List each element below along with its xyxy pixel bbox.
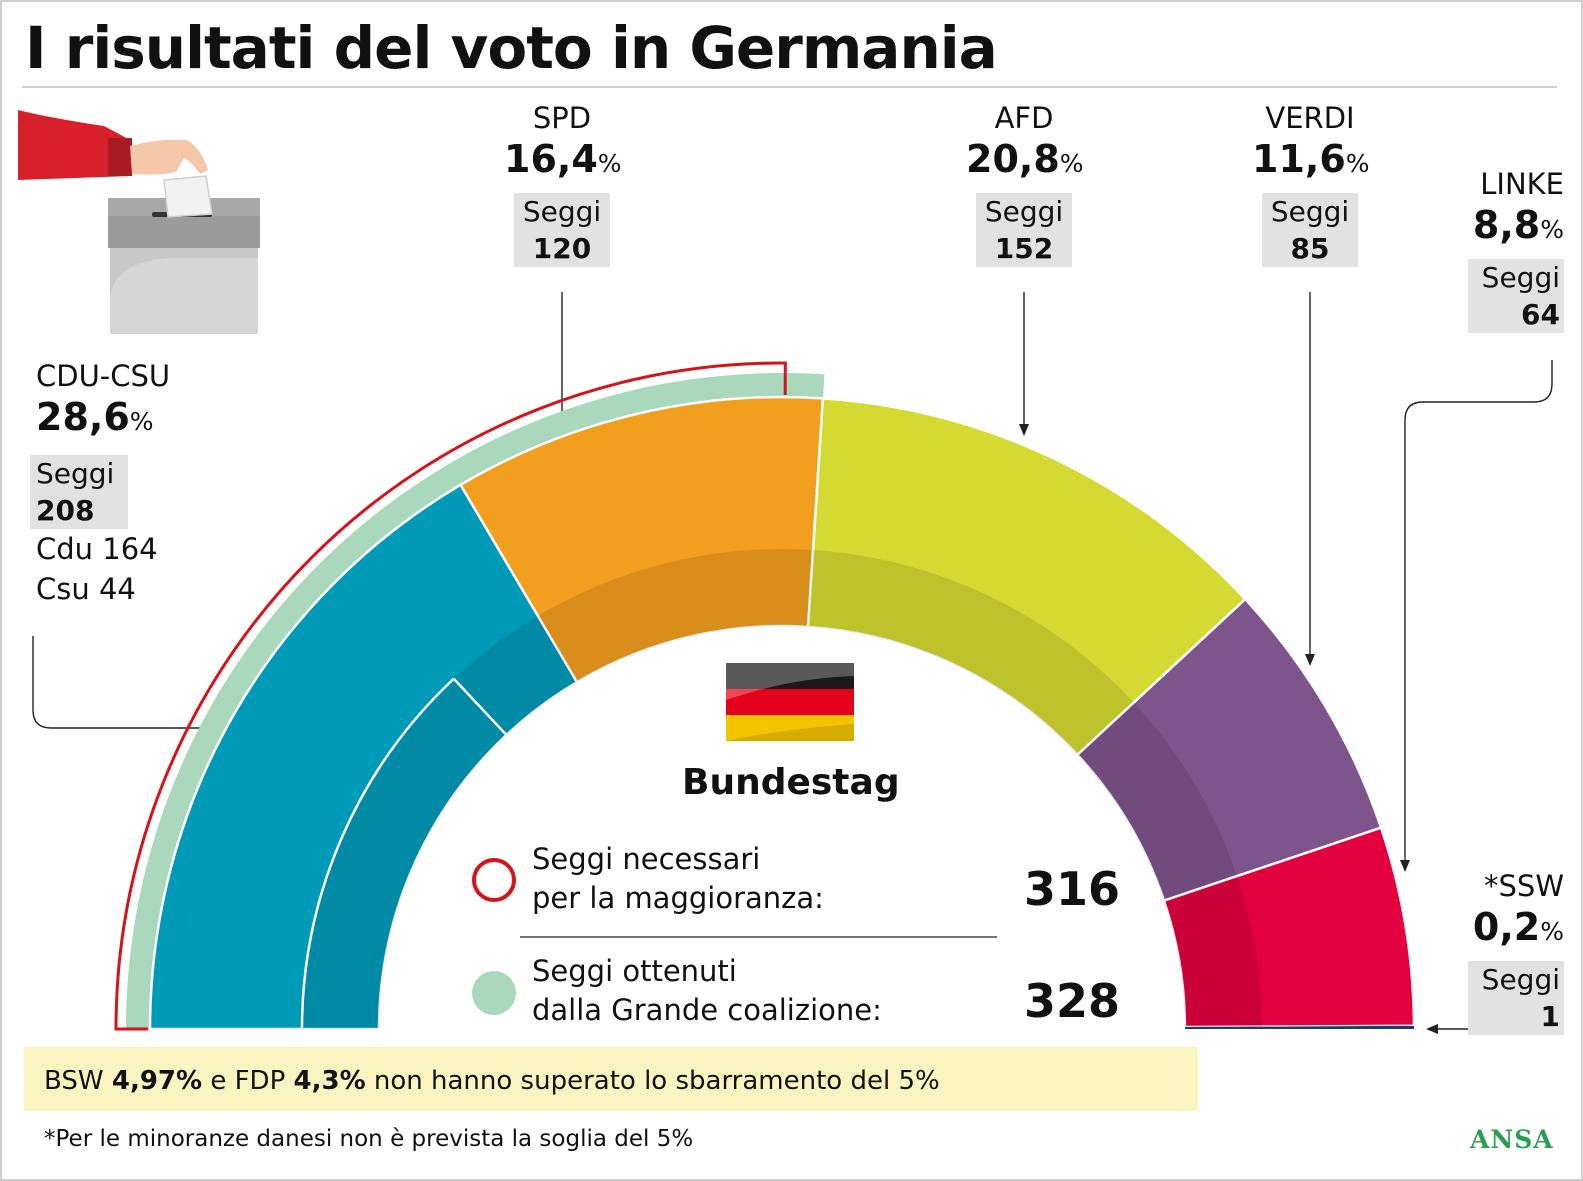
party-name-ssw: *SSW [1484,869,1564,903]
footnote: *Per le minoranze danesi non è prevista … [44,1126,694,1152]
inner-shade-verdi [1077,702,1238,901]
seat-sector-ssw [1184,1025,1414,1029]
label-cducsu: CDU-CSU 28,6% Seggi 208 Cdu 164 Csu 44 [30,358,206,609]
majority-label-line1: Seggi necessari [532,842,761,876]
pct-symbol-cducsu: % [129,407,154,436]
party-pct-spd: 16,4% [504,136,622,187]
seats-value-linke: 64 [1521,298,1560,331]
coalition-label-line2: dalla Grande coalizione: [532,993,882,1027]
party-pct-afd: 20,8% [966,136,1084,187]
note-bsw: BSW [44,1066,112,1096]
label-verdi: VERDI 11,6% Seggi 85 [1252,100,1370,267]
source-logo: ANSA [1470,1125,1554,1154]
pct-value-cducsu: 28,6 [36,395,130,439]
label-spd: SPD 16,4% Seggi 120 [504,100,622,267]
label-linke: LINKE 8,8% Seggi 64 [1440,166,1564,333]
cdu-inner-divider [300,677,455,1028]
seats-box-afd: Seggi 152 [976,193,1072,267]
seats-value-ssw: 1 [1540,1000,1560,1033]
leader-line-linke [1404,360,1553,860]
title-divider [22,86,1557,88]
leader-lines [32,292,1553,1030]
parliament-arcs [114,361,1416,1031]
seats-value-spd: 120 [532,232,592,265]
inner-shade-spd [537,549,814,683]
inner-shade-linke [1164,876,1262,1027]
coalition-legend-text: Seggi ottenuti dalla Grande coalizione: [532,952,882,1030]
note-text: non hanno superato lo sbarramento del 5% [365,1066,940,1096]
majority-legend-marker [472,858,516,902]
seats-value-cducsu: 208 [36,494,95,527]
majority-value: 316 [1024,862,1121,916]
party-name-linke: LINKE [1480,167,1564,201]
party-name-afd: AFD [994,101,1054,135]
pct-value-ssw: 0,2 [1472,905,1541,949]
party-pct-ssw: 0,2% [1440,904,1564,955]
seats-label-cducsu: Seggi [36,457,115,490]
seats-value-afd: 152 [994,232,1054,265]
leader-line-cducsu [32,636,214,729]
seats-label-spd: Seggi [522,195,602,228]
seats-value-verdi: 85 [1290,232,1330,265]
party-name-cducsu: CDU-CSU [36,359,171,393]
seats-label-linke: Seggi [1481,261,1560,294]
seats-box-verdi: Seggi 85 [1262,193,1358,267]
seats-label-ssw: Seggi [1481,963,1560,996]
note-fdp: e FDP [202,1066,294,1096]
pct-symbol-verdi: % [1345,149,1370,178]
pct-value-afd: 20,8 [966,137,1060,181]
arrow-afd [1019,424,1029,436]
party-pct-linke: 8,8% [1440,202,1564,253]
majority-label-line2: per la maggioranza: [532,881,824,915]
cdu-csu-divider [452,677,508,736]
pct-symbol-afd: % [1059,149,1084,178]
pct-symbol-spd: % [597,149,622,178]
seats-label-afd: Seggi [984,195,1064,228]
party-pct-cducsu: 28,6% [36,394,206,445]
label-ssw: *SSW 0,2% Seggi 1 [1440,868,1564,1035]
pct-value-linke: 8,8 [1472,203,1541,247]
inner-shade-cducsu [302,615,578,1029]
coalition-label-line1: Seggi ottenuti [532,954,737,988]
seats-box-linke: Seggi 64 [1468,259,1564,333]
cdu-seats: Cdu 164 [36,532,158,566]
party-name-spd: SPD [532,101,592,135]
chart-title: I risultati del voto in Germania [25,14,998,82]
label-afd: AFD 20,8% Seggi 152 [966,100,1084,267]
arrow-ssw [1426,1024,1438,1034]
seats-box-ssw: Seggi 1 [1468,961,1564,1035]
inner-shade-afd [808,550,1134,755]
germany-flag-icon [726,663,854,741]
coalition-value: 328 [1024,974,1121,1028]
csu-seats: Csu 44 [36,572,136,606]
seats-box-spd: Seggi 120 [514,193,610,267]
party-pct-verdi: 11,6% [1252,136,1370,187]
seats-box-cducsu: Seggi 208 [30,455,128,529]
pct-value-verdi: 11,6 [1252,137,1346,181]
threshold-note: BSW 4,97% e FDP 4,3% non hanno superato … [44,1066,940,1096]
note-bsw-value: 4,97% [111,1066,203,1096]
pct-value-spd: 16,4 [504,137,598,181]
majority-outline [114,361,787,1031]
seat-sector-cducsu [148,483,579,1031]
pct-symbol-linke: % [1540,215,1564,244]
party-name-verdi: VERDI [1265,101,1355,135]
majority-legend-text: Seggi necessari per la maggioranza: [532,840,824,918]
arrow-linke [1400,860,1410,872]
threshold-note-box [24,1047,1198,1111]
note-fdp-value: 4,3% [293,1066,366,1096]
ballot-box-icon [18,110,260,334]
bundestag-label: Bundestag [682,762,900,803]
pct-symbol-ssw: % [1540,917,1564,946]
coalition-legend-marker [472,971,516,1015]
arrow-verdi [1305,654,1315,666]
seats-label-verdi: Seggi [1270,195,1350,228]
